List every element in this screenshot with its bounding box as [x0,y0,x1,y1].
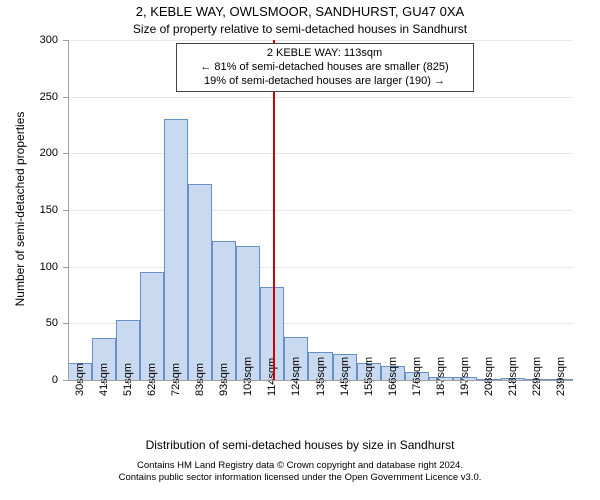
y-tick-label: 300 [0,34,58,46]
chart-subtitle: Size of property relative to semi-detach… [0,22,600,36]
y-tick-label: 150 [0,204,58,216]
footer-attribution: Contains HM Land Registry data © Crown c… [0,460,600,485]
annotation-line2: ← 81% of semi-detached houses are smalle… [185,61,465,75]
y-tick-label: 0 [0,374,58,386]
footer-line2: Contains public sector information licen… [0,472,600,484]
chart-container: 2, KEBLE WAY, OWLSMOOR, SANDHURST, GU47 … [0,0,600,500]
y-tick-label: 250 [0,91,58,103]
histogram-bar [188,184,212,380]
gridline [68,210,573,211]
histogram-bar [164,119,188,380]
histogram-bar [212,241,236,380]
gridline [68,40,573,41]
y-tick-label: 200 [0,147,58,159]
gridline [68,267,573,268]
annotation-line1: 2 KEBLE WAY: 113sqm [185,47,465,61]
gridline [68,153,573,154]
y-axis-line [68,40,69,380]
y-tick-label: 100 [0,261,58,273]
chart-title: 2, KEBLE WAY, OWLSMOOR, SANDHURST, GU47 … [0,4,600,19]
x-axis-line [68,380,573,381]
y-tick-label: 50 [0,317,58,329]
footer-line1: Contains HM Land Registry data © Crown c… [0,460,600,472]
annotation-box: 2 KEBLE WAY: 113sqm ← 81% of semi-detach… [176,43,474,92]
annotation-line3: 19% of semi-detached houses are larger (… [185,75,465,89]
x-axis-label: Distribution of semi-detached houses by … [0,438,600,452]
gridline [68,97,573,98]
